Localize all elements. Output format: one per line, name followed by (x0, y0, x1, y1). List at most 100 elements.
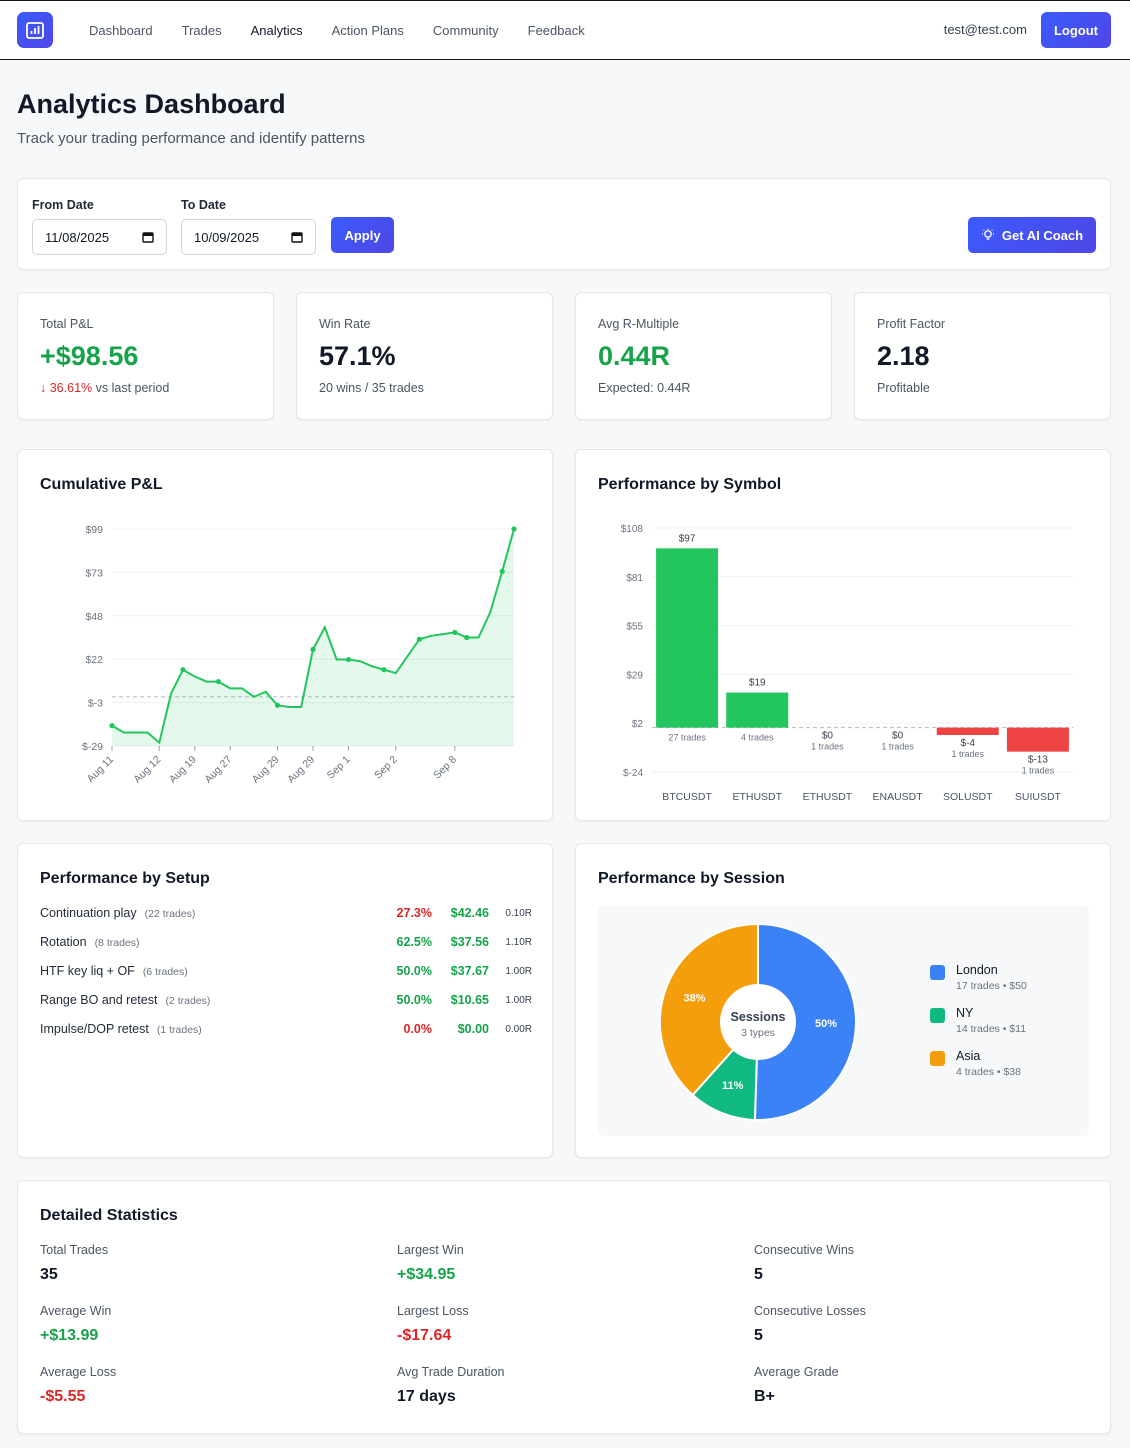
to-date-input[interactable]: 10/09/2025 (181, 219, 316, 255)
session-chart-area: 50% 11% 38% Sessions 3 types London 17 trades… (598, 906, 1089, 1136)
data-point (310, 646, 316, 652)
x-tick-label: Sep 2 (372, 754, 400, 782)
bar (1006, 727, 1069, 752)
stat-value: +$34.95 (397, 1266, 456, 1283)
legend-swatch (930, 1008, 945, 1023)
setup-r-multiple: 1.00R (505, 995, 532, 1006)
legend-detail: 17 trades • $50 (956, 980, 1027, 992)
legend-name: Asia (956, 1049, 981, 1063)
kpi-label: Avg R-Multiple (598, 317, 680, 331)
session-performance-card: Performance by Session 50% 11% 38% Sessions… (575, 843, 1111, 1158)
bar-value-label: $-4 (961, 738, 976, 749)
setup-trade-count: (6 trades) (142, 966, 188, 978)
kpi-value: 57.1% (319, 341, 396, 371)
setup-row: Impulse/DOP retest (1 trades) 0.0% $0.00 0.0… (40, 1022, 532, 1042)
stat-label: Avg Trade Duration (397, 1365, 505, 1379)
arrow-down-icon: ↓ (40, 381, 47, 395)
symbol-performance-chart: $108 $81 $55 $29 $2 $-24 $97 27 trades BTCUSDT $1… (621, 524, 1073, 803)
data-point (109, 723, 115, 729)
pie-center-sublabel: 3 types (741, 1027, 775, 1039)
bar-chart-icon (26, 22, 44, 39)
page-title: Analytics Dashboard (17, 89, 286, 119)
nav-link-trades[interactable]: Trades (181, 22, 222, 38)
data-point (511, 526, 517, 532)
nav-link-community[interactable]: Community (432, 22, 499, 38)
bar-value-label: $0 (892, 731, 904, 742)
kpi-label: Profit Factor (877, 317, 946, 331)
from-date-value: 11/08/2025 (45, 229, 110, 245)
stat-label: Average Grade (754, 1365, 839, 1379)
setup-pnl: $0.00 (457, 1022, 489, 1036)
nav-link-analytics[interactable]: Analytics (250, 22, 303, 38)
stat-label: Total Trades (40, 1243, 109, 1257)
kpi-avg-r: Avg R-Multiple 0.44R Expected: 0.44R (575, 292, 832, 420)
kpi-win-rate: Win Rate 57.1% 20 wins / 35 trades (296, 292, 553, 420)
y-tick-label: $2 (632, 719, 644, 730)
kpi-sub: Expected: 0.44R (598, 381, 691, 395)
setup-name: Continuation play (22 trades) (40, 906, 196, 920)
x-category-label: ETHUSDT (803, 791, 853, 803)
x-category-label: SOLUSDT (943, 791, 993, 803)
x-category-label: ENAUSDT (872, 791, 923, 803)
legend-swatch (930, 1051, 945, 1066)
apply-button[interactable]: Apply (331, 217, 394, 253)
setup-trade-count: (8 trades) (94, 937, 140, 949)
kpi-value: +$98.56 (40, 341, 139, 371)
from-date-input[interactable]: 11/08/2025 (32, 219, 167, 255)
setup-trade-count: (22 trades) (144, 908, 196, 920)
cumulative-pnl-card: Cumulative P&L $99 $73 $48 $22 $-3 $-29 Aug 11… (17, 449, 553, 821)
setup-row: Range BO and retest (2 trades) 50.0% $10.65… (40, 993, 532, 1013)
x-tick-label: Aug 19 (167, 754, 199, 786)
nav-link-action-plans[interactable]: Action Plans (331, 22, 404, 38)
kpi-change-percent: 36.61% (49, 381, 93, 395)
nav-link-feedback[interactable]: Feedback (527, 22, 585, 38)
stat-label: Consecutive Losses (754, 1304, 866, 1318)
kpi-value: 0.44R (598, 341, 671, 371)
kpi-total-pnl: Total P&L +$98.56 ↓ 36.61% vs last perio… (17, 292, 274, 420)
setup-win-rate: 0.0% (403, 1022, 433, 1036)
app-logo-icon[interactable] (17, 12, 53, 48)
x-category-label: BTCUSDT (662, 791, 712, 803)
detailed-stats-card: Detailed Statistics Total Trades 35 Larges… (17, 1180, 1111, 1434)
kpi-sub: Profitable (877, 381, 930, 395)
to-date-label: To Date (181, 198, 226, 212)
stat-item: Largest Loss -$17.64 (397, 1304, 469, 1345)
x-tick-label: Aug 11 (85, 754, 117, 786)
pie-center-label: Sessions (731, 1010, 786, 1024)
card-title: Performance by Setup (40, 870, 210, 887)
setup-pnl: $42.46 (450, 906, 489, 920)
x-tick-label: Aug 12 (131, 754, 163, 786)
stat-label: Largest Win (397, 1243, 464, 1257)
setup-pnl: $37.67 (450, 964, 489, 978)
lightbulb-icon (981, 228, 994, 240)
calendar-icon[interactable] (291, 231, 303, 243)
nav-links: Dashboard Trades Analytics Action Plans … (89, 1, 614, 59)
symbol-performance-card: Performance by Symbol $108 $81 $55 $29 $2 $-2… (575, 449, 1111, 821)
setup-name: HTF key liq + OF (6 trades) (40, 964, 188, 978)
nav-link-dashboard[interactable]: Dashboard (89, 22, 153, 38)
bar-value-label: $-13 (1028, 755, 1048, 766)
pie-slice-label: 50% (815, 1018, 837, 1030)
stat-value: 5 (754, 1266, 763, 1283)
bar (936, 727, 999, 736)
ai-coach-button[interactable]: Get AI Coach (968, 217, 1096, 253)
y-tick-label: $29 (626, 670, 643, 681)
stat-value: B+ (754, 1388, 775, 1405)
legend-swatch (930, 965, 945, 980)
stat-item: Average Win +$13.99 (40, 1304, 111, 1345)
y-tick-label: $-3 (88, 698, 103, 710)
bar-trades-label: 1 trades (951, 749, 984, 759)
setup-win-rate: 50.0% (396, 964, 432, 978)
setup-trade-count: (2 trades) (165, 995, 211, 1007)
stat-value: -$5.55 (40, 1388, 86, 1405)
logout-button[interactable]: Logout (1041, 12, 1111, 48)
kpi-change-suffix: vs last period (95, 381, 170, 395)
setup-r-multiple: 0.10R (505, 908, 532, 919)
x-tick-label: Sep 1 (325, 754, 353, 782)
from-date-label: From Date (32, 198, 94, 212)
bar (656, 548, 719, 728)
calendar-icon[interactable] (142, 231, 154, 243)
data-point (499, 568, 505, 574)
x-tick-label: Aug 27 (202, 754, 234, 786)
bar (726, 692, 789, 728)
